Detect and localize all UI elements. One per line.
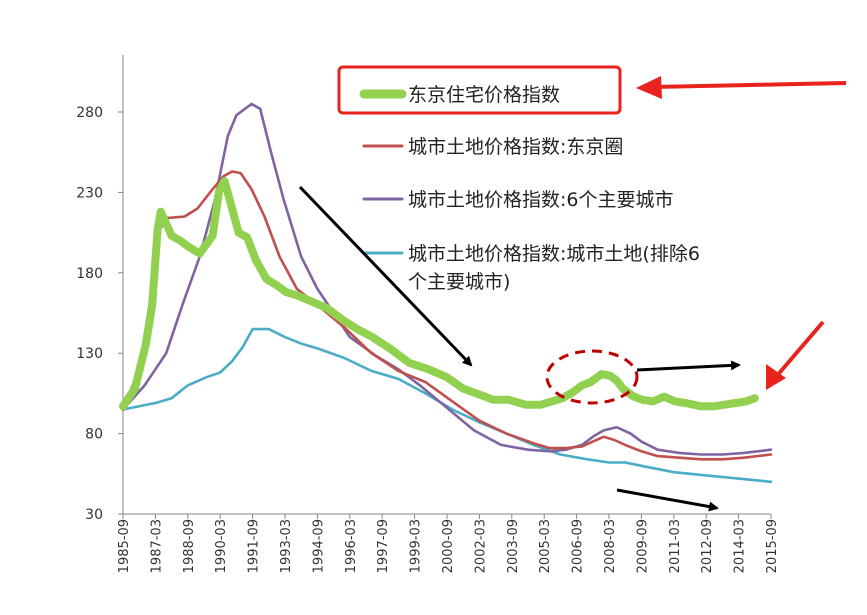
legend-label-3: 城市土地价格指数:城市土地(排除6 bbox=[408, 243, 700, 265]
legend-label-0: 东京住宅价格指数 bbox=[408, 84, 560, 106]
annotations bbox=[298, 76, 847, 512]
x-tick-label: 1985-09 bbox=[117, 519, 132, 573]
x-tick-label: 2006-09 bbox=[571, 519, 586, 573]
lines-layer bbox=[119, 102, 773, 484]
red-arrow-legend bbox=[651, 81, 847, 89]
legend-highlight-box bbox=[337, 65, 622, 115]
axes-layer: 30 80 130 180 230 280 1985-09 1987-03 1988-09 199… bbox=[76, 55, 780, 573]
series-line-2 bbox=[121, 102, 773, 456]
x-tick-label: 2005-03 bbox=[538, 519, 553, 573]
x-tick-label: 2003-09 bbox=[506, 519, 521, 573]
legend-label-3-line2: 个主要城市) bbox=[408, 271, 510, 293]
x-tick-label: 2011-03 bbox=[668, 519, 683, 573]
y-tick-label: 80 bbox=[85, 427, 103, 443]
x-tick-label: 1994-09 bbox=[311, 519, 326, 573]
x-tick-label: 1991-09 bbox=[247, 519, 262, 573]
x-tick-label: 1993-03 bbox=[279, 519, 294, 573]
dashed-ellipse-highlight bbox=[545, 349, 639, 405]
legend: 东京住宅价格指数城市土地价格指数:东京圈城市土地价格指数:6个主要城市城市土地价… bbox=[337, 65, 700, 293]
x-tick-label: 1997-09 bbox=[376, 519, 391, 573]
trend-arrow-flat-upper bbox=[636, 360, 741, 372]
x-tick-label: 1988-09 bbox=[182, 519, 197, 573]
series-line-1 bbox=[121, 170, 773, 461]
red-arrow-end-head bbox=[766, 364, 786, 390]
x-tick-label: 1996-03 bbox=[344, 519, 359, 573]
legend-label-2: 城市土地价格指数:6个主要城市 bbox=[408, 189, 674, 211]
legend-label-1: 城市土地价格指数:东京圈 bbox=[408, 136, 623, 158]
y-tick-label: 230 bbox=[76, 185, 103, 201]
x-tick-label: 2002-03 bbox=[473, 519, 488, 573]
y-tick-label: 180 bbox=[76, 266, 103, 282]
x-tick-label: 2015-09 bbox=[765, 519, 780, 573]
series-line-3 bbox=[121, 327, 773, 484]
y-tick-label: 130 bbox=[76, 346, 103, 362]
y-tick-label: 30 bbox=[85, 507, 103, 523]
x-tick-label: 1987-03 bbox=[149, 519, 164, 573]
x-tick-label: 2012-09 bbox=[700, 519, 715, 573]
trend-arrow-flat-lower bbox=[616, 488, 719, 512]
x-tick-label: 2009-09 bbox=[635, 519, 650, 573]
trend-arrow-down bbox=[298, 185, 473, 367]
x-tick-label: 2000-09 bbox=[441, 519, 456, 573]
x-tick-label: 1999-03 bbox=[409, 519, 424, 573]
red-arrow-end bbox=[773, 320, 825, 380]
x-tick-label: 2014-03 bbox=[733, 519, 748, 573]
y-tick-label: 280 bbox=[76, 105, 103, 121]
series-line-0 bbox=[119, 177, 759, 411]
x-tick-label: 1990-03 bbox=[214, 519, 229, 573]
x-tick-label: 2008-03 bbox=[603, 519, 618, 573]
red-arrow-legend-head bbox=[636, 76, 662, 99]
